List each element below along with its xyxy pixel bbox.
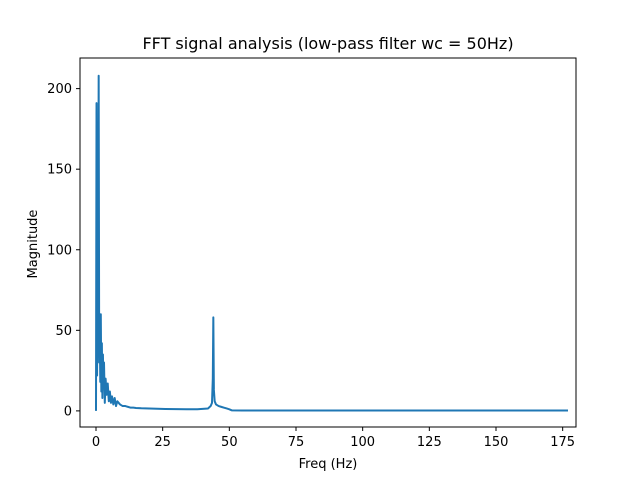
x-axis: 0 25 50 75 100 125 150 175 [92, 427, 575, 450]
x-tick-label: 0 [92, 435, 100, 450]
y-tick-label: 200 [47, 82, 72, 97]
x-tick-label: 25 [154, 435, 171, 450]
x-tick-label: 125 [417, 435, 442, 450]
x-tick-label: 50 [221, 435, 238, 450]
axes-frame [79, 57, 577, 428]
x-tick-label: 75 [288, 435, 305, 450]
plot-area [79, 57, 577, 428]
y-tick-label: 50 [55, 324, 72, 339]
y-tick-label: 100 [47, 243, 72, 258]
series-line [95, 74, 568, 412]
y-axis: 0 50 100 150 200 [47, 82, 80, 419]
y-tick-label: 150 [47, 163, 72, 178]
y-tick-label: 0 [64, 404, 72, 419]
chart-title: FFT signal analysis (low-pass filter wc … [142, 34, 513, 53]
x-tick-label: 175 [550, 435, 575, 450]
x-axis-label: Freq (Hz) [299, 457, 358, 472]
x-tick-label: 150 [484, 435, 509, 450]
x-tick-label: 100 [350, 435, 375, 450]
y-axis-label: Magnitude [26, 210, 41, 279]
